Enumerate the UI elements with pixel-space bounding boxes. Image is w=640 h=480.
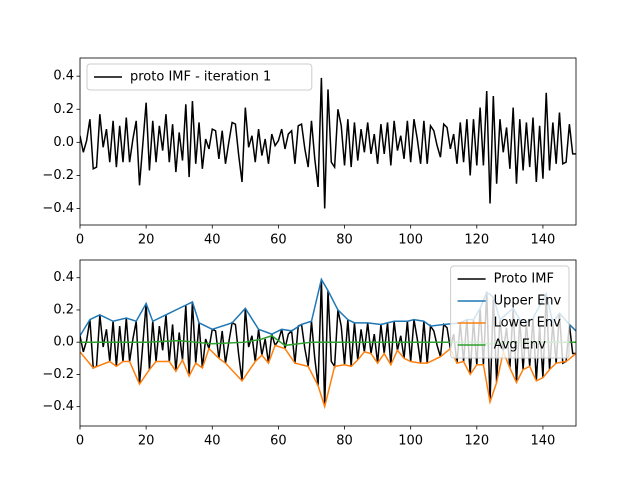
- x-tick-label: 20: [138, 233, 155, 248]
- legend: proto IMF - iteration 1: [86, 63, 313, 91]
- y-tick-label: 0.0: [53, 335, 74, 350]
- x-tick-label: 0: [76, 434, 84, 449]
- legend-label: Lower Env: [494, 316, 562, 331]
- x-tick-label: 60: [270, 233, 287, 248]
- x-tick-label: 120: [464, 434, 489, 449]
- legend: Proto IMF Upper Env Lower Env Avg Env: [450, 265, 570, 359]
- y-tick-label: 0.2: [53, 302, 74, 317]
- axes-frame: [79, 259, 577, 427]
- legend-label: Upper Env: [494, 294, 562, 309]
- x-tick-label: 40: [204, 233, 221, 248]
- legend-label: Proto IMF: [494, 272, 554, 287]
- y-tick-label: 0.4: [53, 270, 74, 285]
- legend-box: [450, 265, 570, 359]
- x-tick-label: 100: [398, 434, 423, 449]
- x-tick-label: 100: [398, 233, 423, 248]
- x-tick-label: 120: [464, 233, 489, 248]
- series-line: [80, 77, 576, 209]
- x-tick-label: 60: [270, 434, 287, 449]
- subplot: 0 20 40 60 80 100 120 140 −0.4 −0.2 0.0 0.2 0.4 Proto…: [42, 259, 577, 449]
- y-tick-label: 0.4: [53, 69, 74, 84]
- x-tick-label: 140: [531, 434, 556, 449]
- x-tick-label: 80: [336, 233, 353, 248]
- x-tick-label: 80: [336, 434, 353, 449]
- y-tick-label: 0.0: [53, 135, 74, 150]
- axes-frame: [79, 57, 577, 226]
- x-tick-label: 20: [138, 434, 155, 449]
- y-tick-label: −0.4: [42, 399, 74, 414]
- subplot: 0 20 40 60 80 100 120 140 −0.4 −0.2 0.0 0.2 0.4 proto…: [42, 57, 577, 248]
- y-tick-label: −0.2: [42, 367, 74, 382]
- x-tick-label: 0: [76, 233, 84, 248]
- x-tick-label: 40: [204, 434, 221, 449]
- legend-label: proto IMF - iteration 1: [130, 70, 271, 85]
- x-tick-label: 140: [531, 233, 556, 248]
- y-tick-label: −0.2: [42, 168, 74, 183]
- legend-label: Avg Env: [494, 338, 547, 353]
- y-tick-label: 0.2: [53, 102, 74, 117]
- legend-box: [86, 63, 313, 91]
- y-tick-label: −0.4: [42, 201, 74, 216]
